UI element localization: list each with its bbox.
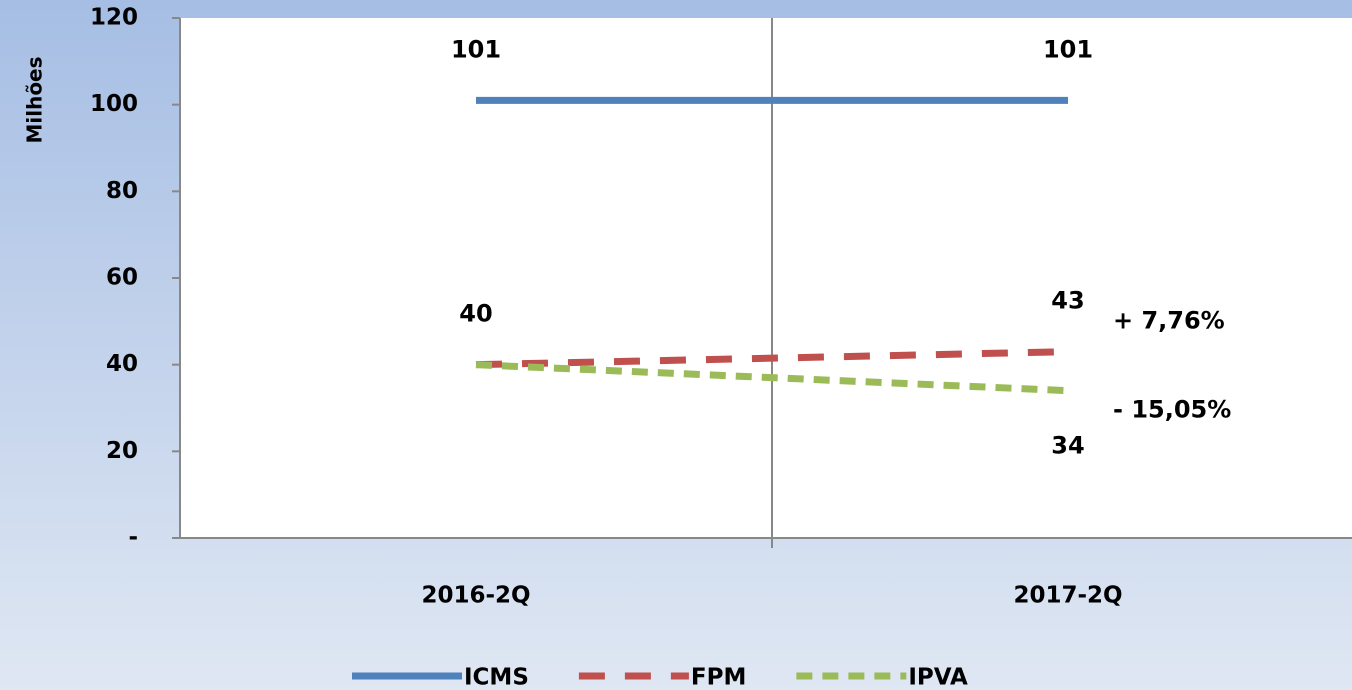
- x-tick-label: 2016-2Q: [421, 583, 530, 609]
- y-tick-label: 100: [90, 91, 138, 117]
- y-tick-label: 40: [106, 351, 138, 377]
- x-tick-label: 2017-2Q: [1013, 583, 1122, 609]
- y-tick-label: -: [128, 525, 138, 551]
- series-line: [475, 361, 1069, 395]
- data-label: 43: [1051, 287, 1084, 315]
- y-tick-label: 60: [106, 265, 138, 291]
- data-label: 40: [459, 300, 492, 328]
- data-label: 101: [451, 35, 501, 63]
- annotation: - 15,05%: [1113, 396, 1231, 424]
- y-axis-label: Milhões: [23, 56, 47, 143]
- y-tick-label: 20: [106, 438, 138, 464]
- legend-label: ICMS: [464, 665, 529, 690]
- y-tick-label: 120: [90, 5, 138, 31]
- data-label: 34: [1051, 432, 1084, 460]
- plot-area: [180, 18, 1352, 538]
- series-line: [475, 348, 1069, 369]
- data-label: 101: [1043, 35, 1093, 63]
- legend-label: FPM: [691, 665, 746, 690]
- y-tick-label: 80: [106, 178, 138, 204]
- annotation: + 7,76%: [1113, 307, 1225, 335]
- legend-label: IPVA: [908, 665, 968, 690]
